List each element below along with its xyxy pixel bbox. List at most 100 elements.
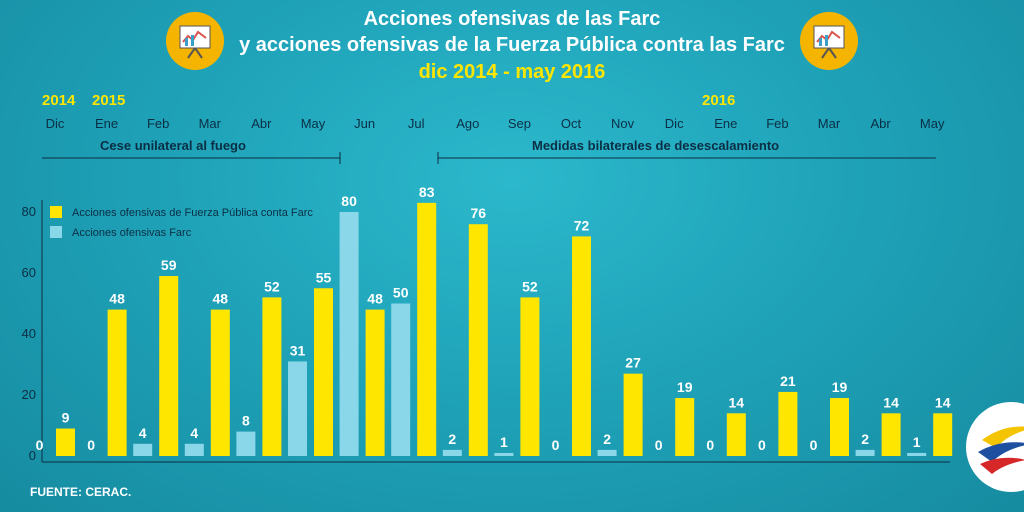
month-label: Mar [198, 116, 221, 131]
bar-value-label: 55 [316, 269, 332, 285]
month-label: Jul [407, 116, 425, 131]
bar-farc [494, 452, 514, 456]
bar-farc [597, 449, 617, 456]
bar-value-label: 9 [62, 410, 70, 426]
bar-farc [288, 361, 307, 456]
month-label: Jun [354, 116, 376, 131]
month-label: Dic [45, 116, 65, 131]
bar-value-label: 8 [242, 413, 250, 429]
bar-fuerza-publica [314, 288, 333, 456]
bar-value-label: 48 [213, 291, 229, 307]
bar-fuerza-publica [675, 398, 695, 456]
bar-value-label: 14 [729, 394, 745, 410]
y-tick-label: 60 [22, 265, 36, 280]
bar-farc [184, 443, 204, 456]
presentation-board-icon [166, 12, 224, 70]
month-label: Feb [766, 116, 789, 131]
month-label: Sep [507, 116, 531, 131]
year-label-2014: 2014 [42, 92, 76, 109]
bar-value-label: 0 [87, 437, 95, 453]
month-label: Mar [817, 116, 841, 131]
bar-value-label: 0 [36, 437, 44, 453]
bar-farc [442, 449, 462, 456]
bar-farc [339, 212, 359, 456]
bar-fuerza-publica [933, 413, 953, 456]
bar-farc [907, 452, 927, 456]
bar-value-label: 72 [574, 217, 590, 233]
legend: Acciones ofensivas de Fuerza Pública con… [50, 206, 313, 239]
bar-value-label: 0 [655, 437, 663, 453]
presentation-board-icon [800, 12, 858, 70]
bar-farc [133, 443, 153, 456]
bar-value-label: 52 [522, 278, 538, 294]
bar-fuerza-publica [468, 224, 488, 456]
y-axis-ticks: 0 20 40 60 80 [22, 204, 36, 463]
bar-value-label: 52 [264, 278, 280, 294]
period-label-bilateral: Medidas bilaterales de desescalamiento [532, 138, 780, 153]
bar-value-label: 2 [861, 431, 869, 447]
bar-value-label: 21 [780, 373, 796, 389]
legend-label: Acciones ofensivas de Fuerza Pública con… [72, 207, 313, 219]
bar-fuerza-publica [726, 413, 746, 456]
bar-value-label: 83 [419, 184, 435, 200]
bar-farc [391, 303, 411, 456]
y-tick-label: 40 [22, 326, 36, 341]
month-label: Ene [95, 116, 119, 131]
month-label: May [919, 116, 945, 131]
bar-value-label: 27 [625, 355, 641, 371]
chart-title-line1: Acciones ofensivas de las Farc [363, 8, 661, 30]
bar-fuerza-publica [623, 373, 643, 456]
bar-fuerza-publica [881, 413, 901, 456]
month-label: Dic [664, 116, 684, 131]
bar-value-label: 59 [161, 257, 177, 273]
bar-value-label: 2 [603, 431, 611, 447]
bar-fuerza-publica [778, 391, 798, 456]
month-label: Abr [870, 116, 891, 131]
bar-value-label: 48 [109, 291, 125, 307]
bar-fuerza-publica [417, 202, 437, 456]
chart-subtitle-dates: dic 2014 - may 2016 [418, 61, 606, 83]
bar-fuerza-publica [572, 236, 591, 456]
source-note: FUENTE: CERAC. [30, 485, 132, 499]
bar-value-label: 4 [139, 425, 147, 441]
bar-value-label: 19 [677, 379, 693, 395]
bar-value-label: 4 [190, 425, 198, 441]
bar-value-label: 0 [706, 437, 714, 453]
bar-value-label: 76 [471, 205, 487, 221]
bar-fuerza-publica [520, 297, 540, 456]
month-label: Feb [146, 116, 170, 131]
legend-label: Acciones ofensivas Farc [72, 227, 192, 239]
colombia-logo-icon [966, 402, 1024, 492]
month-label: May [300, 116, 326, 131]
bar-fuerza-publica [830, 398, 849, 456]
bar-fuerza-publica [262, 297, 282, 456]
bar-value-label: 80 [341, 193, 357, 209]
bar-fuerza-publica [365, 309, 385, 456]
year-label-2015: 2015 [92, 92, 126, 109]
bar-value-label: 19 [832, 379, 848, 395]
bar-value-label: 1 [500, 434, 508, 450]
bar-fuerza-publica [107, 309, 127, 456]
y-tick-label: 20 [22, 387, 36, 402]
month-label: Ago [456, 116, 480, 131]
bar-value-label: 1 [913, 434, 921, 450]
bar-farc [855, 449, 875, 456]
month-label: Oct [560, 116, 582, 131]
bar-value-label: 2 [448, 431, 456, 447]
bar-value-label: 14 [935, 394, 951, 410]
legend-swatch [50, 226, 62, 238]
bar-farc [236, 431, 256, 456]
bar-fuerza-publica [210, 309, 230, 456]
legend-swatch [50, 206, 62, 218]
year-label-2016: 2016 [702, 92, 736, 109]
bar-value-label: 14 [883, 394, 899, 410]
bar-value-label: 31 [290, 342, 306, 358]
month-label: Nov [611, 116, 635, 131]
y-tick-label: 80 [22, 204, 36, 219]
bar-fuerza-publica [56, 428, 75, 456]
bar-value-label: 0 [758, 437, 766, 453]
bar-value-label: 0 [552, 437, 560, 453]
chart-title-line2: y acciones ofensivas de la Fuerza Públic… [239, 34, 785, 56]
